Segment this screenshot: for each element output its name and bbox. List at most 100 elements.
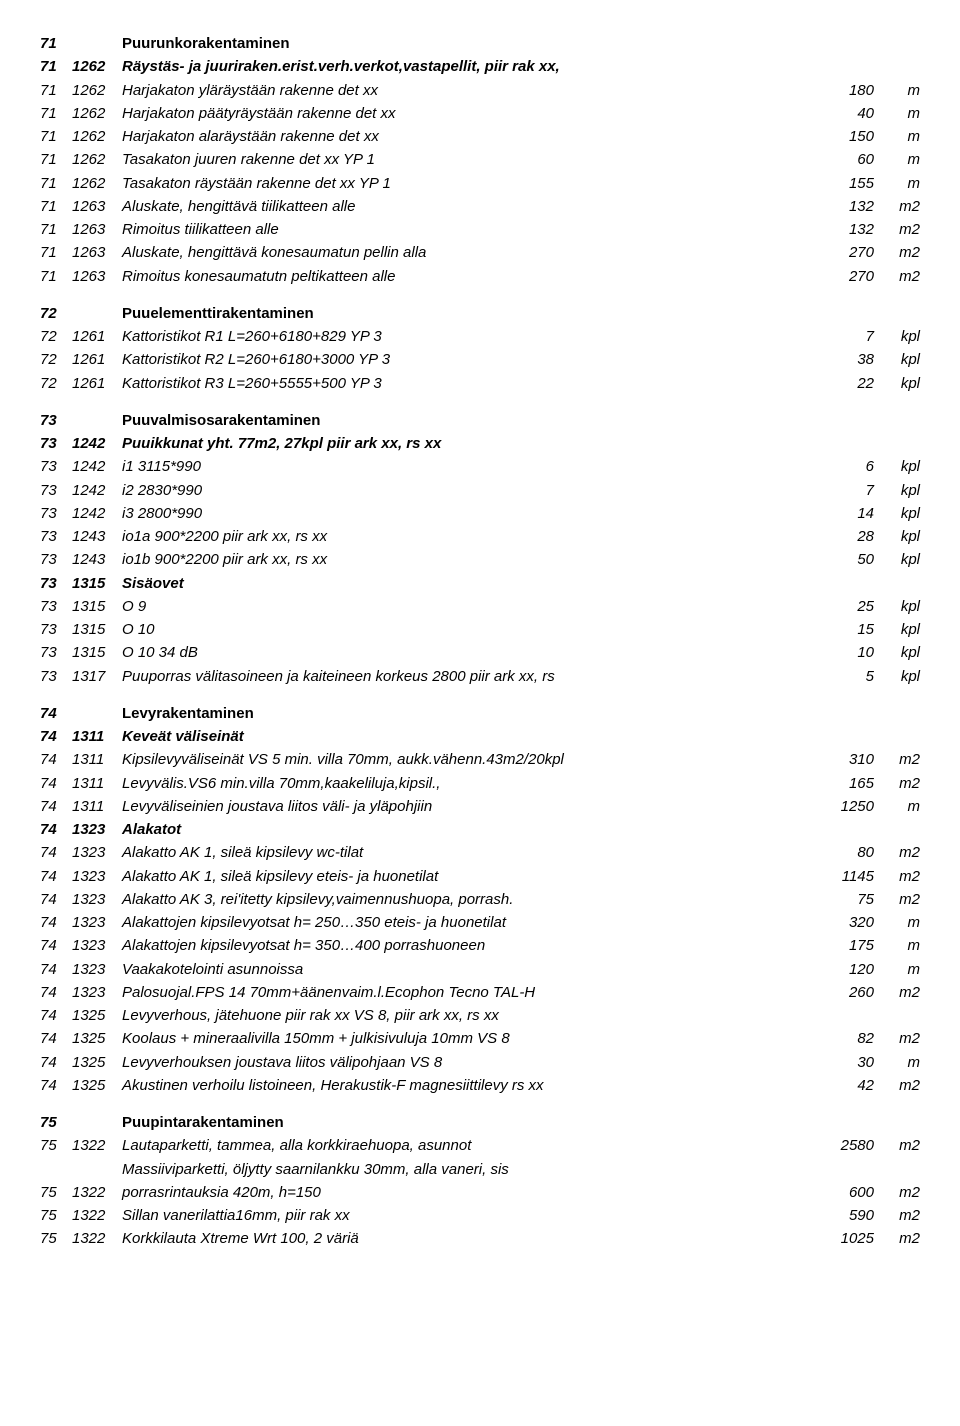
col-description: Rimoitus konesaumatutn peltikatteen alle <box>122 265 814 288</box>
col-value: 75 <box>814 888 874 911</box>
table-row: 741311Levyvälis.VS6 min.villa 70mm,kaake… <box>40 772 920 795</box>
col-description: Akustinen verhoilu listoineen, Herakusti… <box>122 1074 814 1097</box>
col-code2: 1262 <box>72 148 122 171</box>
col-value: 5 <box>814 665 874 688</box>
col-unit: kpl <box>874 348 920 371</box>
row-gap <box>40 395 920 409</box>
col-description: Sisäovet <box>122 572 814 595</box>
col-code1: 72 <box>40 302 72 325</box>
col-code1: 74 <box>40 1051 72 1074</box>
table-row: 73Puuvalmisosarakentaminen <box>40 409 920 432</box>
col-description: Alakatot <box>122 818 814 841</box>
col-unit: m <box>874 1051 920 1074</box>
table-row: 741325Levyverhous, jätehuone piir rak xx… <box>40 1004 920 1027</box>
col-value: 180 <box>814 79 874 102</box>
col-description: io1a 900*2200 piir ark xx, rs xx <box>122 525 814 548</box>
table-row: 741311Kipsilevyväliseinät VS 5 min. vill… <box>40 748 920 771</box>
col-value: 1025 <box>814 1227 874 1250</box>
col-unit: m2 <box>874 1027 920 1050</box>
col-code1: 73 <box>40 665 72 688</box>
col-code2: 1315 <box>72 641 122 664</box>
col-value: 132 <box>814 195 874 218</box>
col-description: Palosuojal.FPS 14 70mm+äänenvaim.l.Ecoph… <box>122 981 814 1004</box>
col-code1: 71 <box>40 125 72 148</box>
col-unit: m2 <box>874 841 920 864</box>
col-code2: 1262 <box>72 55 122 78</box>
col-value: 175 <box>814 934 874 957</box>
table-row: 731317Puuporras välitasoineen ja kaitein… <box>40 665 920 688</box>
col-unit: kpl <box>874 455 920 478</box>
col-code2: 1317 <box>72 665 122 688</box>
col-unit: m2 <box>874 865 920 888</box>
col-code1: 73 <box>40 455 72 478</box>
col-code1: 71 <box>40 218 72 241</box>
col-value: 310 <box>814 748 874 771</box>
col-code1: 72 <box>40 348 72 371</box>
col-code1: 74 <box>40 865 72 888</box>
table-row: 71Puurunkorakentaminen <box>40 32 920 55</box>
table-row: 741323Alakatto AK 3, rei'itetty kipsilev… <box>40 888 920 911</box>
table-row: 731242Puuikkunat yht. 77m2, 27kpl piir a… <box>40 432 920 455</box>
col-unit: kpl <box>874 325 920 348</box>
col-description: Kattoristikot R3 L=260+5555+500 YP 3 <box>122 372 814 395</box>
col-value: 270 <box>814 265 874 288</box>
col-unit: m <box>874 958 920 981</box>
table-row: 711263Rimoitus tiilikatteen alle132m2 <box>40 218 920 241</box>
col-description: Vaakakotelointi asunnoissa <box>122 958 814 981</box>
col-value: 30 <box>814 1051 874 1074</box>
col-code1: 71 <box>40 265 72 288</box>
col-code2: 1261 <box>72 372 122 395</box>
col-description: Puuikkunat yht. 77m2, 27kpl piir ark xx,… <box>122 432 814 455</box>
table-row: 751322Korkkilauta Xtreme Wrt 100, 2 väri… <box>40 1227 920 1250</box>
col-unit: kpl <box>874 372 920 395</box>
col-unit: m2 <box>874 748 920 771</box>
table-row: 741323Palosuojal.FPS 14 70mm+äänenvaim.l… <box>40 981 920 1004</box>
col-description: Levyverhouksen joustava liitos välipohja… <box>122 1051 814 1074</box>
col-code2: 1262 <box>72 125 122 148</box>
col-code1: 73 <box>40 409 72 432</box>
col-code2: 1242 <box>72 479 122 502</box>
col-value: 260 <box>814 981 874 1004</box>
col-value: 15 <box>814 618 874 641</box>
col-unit: m <box>874 79 920 102</box>
col-unit: m2 <box>874 1227 920 1250</box>
col-value: 2580 <box>814 1134 874 1157</box>
col-code1: 71 <box>40 172 72 195</box>
col-description: Tasakaton juuren rakenne det xx YP 1 <box>122 148 814 171</box>
col-description: i3 2800*990 <box>122 502 814 525</box>
col-code1: 71 <box>40 55 72 78</box>
col-value: 40 <box>814 102 874 125</box>
col-code1: 74 <box>40 795 72 818</box>
col-unit: m <box>874 795 920 818</box>
table-row: 741311Keveät väliseinät <box>40 725 920 748</box>
col-value: 150 <box>814 125 874 148</box>
col-description: Harjakaton alaräystään rakenne det xx <box>122 125 814 148</box>
col-code1: 75 <box>40 1181 72 1204</box>
col-code2: 1311 <box>72 795 122 818</box>
table-row: Massiiviparketti, öljytty saarnilankku 3… <box>40 1158 920 1181</box>
col-unit: m <box>874 911 920 934</box>
table-row: 721261Kattoristikot R3 L=260+5555+500 YP… <box>40 372 920 395</box>
col-unit: m2 <box>874 241 920 264</box>
col-code1: 73 <box>40 502 72 525</box>
table-row: 741311Levyväliseinien joustava liitos vä… <box>40 795 920 818</box>
col-unit: kpl <box>874 548 920 571</box>
col-description: Koolaus + mineraalivilla 150mm + julkisi… <box>122 1027 814 1050</box>
col-value: 155 <box>814 172 874 195</box>
col-value: 1145 <box>814 865 874 888</box>
col-unit: m2 <box>874 981 920 1004</box>
col-unit: m2 <box>874 1204 920 1227</box>
col-unit: kpl <box>874 525 920 548</box>
table-row: 741323Alakatto AK 1, sileä kipsilevy ete… <box>40 865 920 888</box>
table-row: 711262Harjakaton päätyräystään rakenne d… <box>40 102 920 125</box>
col-description: Puuporras välitasoineen ja kaiteineen ko… <box>122 665 814 688</box>
col-description: Harjakaton yläräystään rakenne det xx <box>122 79 814 102</box>
col-code1: 75 <box>40 1134 72 1157</box>
table-row: 741323Alakattojen kipsilevyotsat h= 350…… <box>40 934 920 957</box>
table-row: 711262Räystäs- ja juuriraken.erist.verh.… <box>40 55 920 78</box>
table-row: 711262Harjakaton yläräystään rakenne det… <box>40 79 920 102</box>
table-row: 721261Kattoristikot R1 L=260+6180+829 YP… <box>40 325 920 348</box>
table-row: 74Levyrakentaminen <box>40 702 920 725</box>
col-description: Levyvälis.VS6 min.villa 70mm,kaakeliluja… <box>122 772 814 795</box>
col-code2: 1261 <box>72 348 122 371</box>
